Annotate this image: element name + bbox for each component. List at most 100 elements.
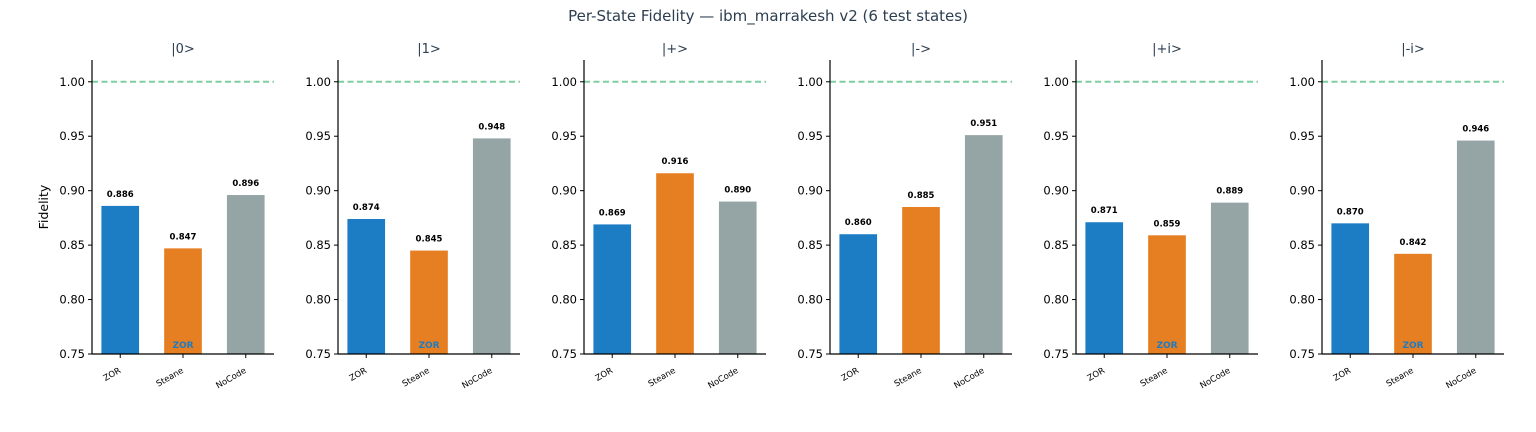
y-axis-label: Fidelity	[36, 184, 51, 229]
x-tick-label: NoCode	[952, 366, 986, 391]
winner-annotation: ZOR	[1156, 341, 1177, 351]
y-tick-label: 0.85	[1043, 238, 1069, 252]
bar-zor	[347, 218, 386, 354]
bar-steane	[1148, 235, 1186, 354]
x-tick-label: Steane	[1139, 366, 1170, 390]
y-tick-label: 0.95	[1043, 129, 1069, 143]
y-tick-label: 0.95	[305, 129, 331, 143]
data-label: 0.916	[662, 157, 689, 167]
y-tick-label: 0.75	[59, 347, 85, 361]
y-tick-label: 0.85	[1289, 238, 1315, 252]
bar-steane	[164, 248, 202, 354]
y-tick-label: 0.95	[551, 129, 577, 143]
subplot-1: |1> 0.874 ZOR 0.845 Steane 0.948 NoCode ZOR 0.75…	[305, 42, 520, 391]
y-tick-label: 0.80	[1289, 293, 1315, 307]
subplot-3: |-> 0.860 ZOR 0.885 Steane 0.951 NoCode 0.75 0.8…	[797, 42, 1012, 391]
y-tick-label: 1.00	[1043, 75, 1069, 89]
data-label: 0.886	[107, 190, 134, 200]
x-tick-label: NoCode	[1198, 366, 1232, 391]
data-label: 0.847	[170, 232, 197, 242]
y-tick-label: 0.90	[797, 184, 823, 198]
x-tick-label: ZOR	[348, 366, 369, 384]
bar-zor	[839, 234, 878, 354]
y-tick-label: 0.80	[551, 293, 577, 307]
data-label: 0.885	[908, 191, 935, 201]
y-tick-label: 0.85	[797, 238, 823, 252]
x-tick-label: NoCode	[460, 366, 494, 391]
y-tick-label: 0.95	[797, 129, 823, 143]
subplot-title: |-i>	[1401, 42, 1425, 57]
x-tick-label: ZOR	[594, 366, 615, 384]
x-tick-label: Steane	[401, 366, 432, 390]
y-tick-label: 1.00	[551, 75, 577, 89]
y-tick-label: 0.85	[305, 238, 331, 252]
data-label: 0.845	[416, 235, 443, 245]
y-tick-label: 1.00	[305, 75, 331, 89]
y-tick-label: 0.75	[1289, 347, 1315, 361]
data-label: 0.946	[1462, 125, 1489, 135]
y-tick-label: 0.90	[305, 184, 331, 198]
bar-nocode	[718, 201, 757, 354]
figure-title: Per-State Fidelity — ibm_marrakesh v2 (6…	[568, 7, 968, 26]
y-tick-label: 0.95	[1289, 129, 1315, 143]
x-tick-label: ZOR	[840, 366, 861, 384]
bar-zor	[101, 205, 140, 354]
winner-annotation: ZOR	[172, 341, 193, 351]
bar-zor	[593, 224, 632, 354]
bar-nocode	[472, 138, 511, 354]
x-tick-label: Steane	[155, 366, 186, 390]
y-tick-label: 0.75	[797, 347, 823, 361]
x-tick-label: ZOR	[1086, 366, 1107, 384]
bar-zor	[1085, 222, 1124, 354]
bar-steane	[656, 173, 694, 354]
y-tick-label: 0.85	[59, 238, 85, 252]
y-tick-label: 1.00	[59, 75, 85, 89]
bar-zor	[1331, 223, 1370, 354]
subplot-title: |1>	[417, 42, 441, 57]
bar-nocode	[226, 195, 265, 354]
bar-nocode	[1210, 202, 1249, 354]
data-label: 0.860	[845, 218, 872, 228]
bar-steane	[410, 250, 448, 354]
y-tick-label: 0.90	[1289, 184, 1315, 198]
subplot-title: |+>	[662, 42, 688, 57]
data-label: 0.859	[1154, 219, 1181, 229]
bar-steane	[902, 207, 940, 354]
data-label: 0.869	[599, 208, 626, 218]
y-tick-label: 0.95	[59, 129, 85, 143]
x-tick-label: Steane	[647, 366, 678, 390]
subplot-title: |+i>	[1152, 42, 1182, 57]
data-label: 0.890	[724, 186, 751, 196]
y-tick-label: 1.00	[797, 75, 823, 89]
data-label: 0.842	[1400, 238, 1427, 248]
subplot-0: |0> 0.886 ZOR 0.847 Steane 0.896 NoCode ZOR 0.75…	[36, 42, 274, 391]
subplot-4: |+i> 0.871 ZOR 0.859 Steane 0.889 NoCode ZOR 0.7…	[1043, 42, 1258, 391]
y-tick-label: 0.90	[551, 184, 577, 198]
data-label: 0.896	[232, 179, 259, 189]
bar-steane	[1394, 253, 1432, 354]
y-tick-label: 0.75	[551, 347, 577, 361]
y-tick-label: 0.75	[1043, 347, 1069, 361]
y-tick-label: 0.90	[59, 184, 85, 198]
data-label: 0.870	[1337, 207, 1364, 217]
data-label: 0.889	[1216, 187, 1243, 197]
winner-annotation: ZOR	[1402, 341, 1423, 351]
data-label: 0.871	[1091, 206, 1118, 216]
y-tick-label: 0.80	[1043, 293, 1069, 307]
data-label: 0.948	[478, 122, 505, 132]
subplot-title: |0>	[171, 42, 195, 57]
data-label: 0.951	[970, 119, 997, 129]
x-tick-label: ZOR	[102, 366, 123, 384]
y-tick-label: 0.80	[59, 293, 85, 307]
y-tick-label: 1.00	[1289, 75, 1315, 89]
subplot-title: |->	[911, 42, 931, 57]
data-label: 0.874	[353, 203, 380, 213]
y-tick-label: 0.75	[305, 347, 331, 361]
y-tick-label: 0.85	[551, 238, 577, 252]
x-tick-label: Steane	[1385, 366, 1416, 390]
x-tick-label: Steane	[893, 366, 924, 390]
x-tick-label: ZOR	[1332, 366, 1353, 384]
x-tick-label: NoCode	[1444, 366, 1478, 391]
